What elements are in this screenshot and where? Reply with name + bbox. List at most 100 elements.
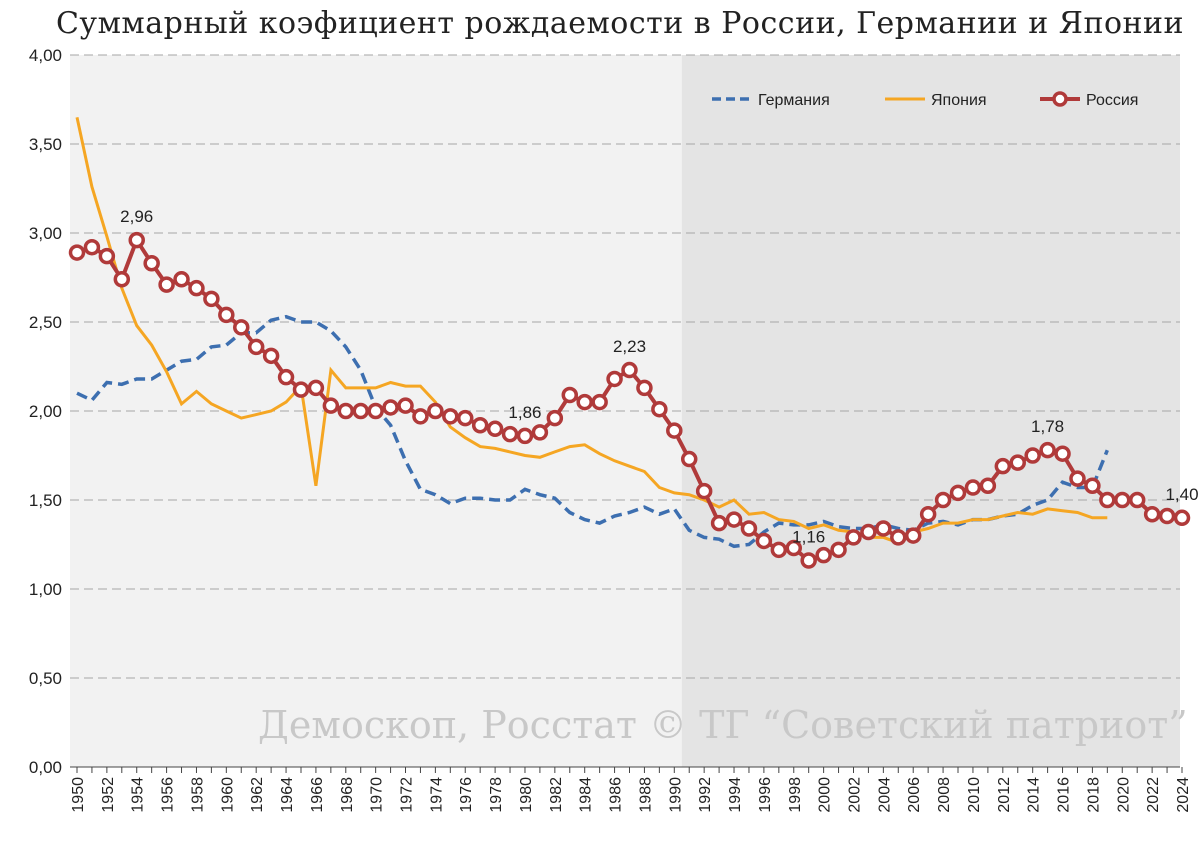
- point-Россия: [606, 370, 623, 388]
- point-Россия: [576, 393, 593, 411]
- point-Россия: [1128, 491, 1146, 509]
- point-Россия: [367, 402, 384, 420]
- y-tick-label: 3,50: [29, 135, 62, 154]
- point-Россия: [919, 505, 937, 523]
- point-Россия: [979, 477, 997, 495]
- point-Россия: [382, 399, 399, 416]
- x-tick-label: 1992: [697, 777, 714, 813]
- point-Россия: [725, 511, 743, 528]
- x-tick-label: 1982: [548, 777, 565, 813]
- x-tick-label: 2022: [1145, 777, 1162, 813]
- y-tick-label: 4,00: [29, 46, 62, 65]
- y-tick-label: 1,50: [29, 491, 62, 510]
- point-Россия: [83, 238, 101, 256]
- point-Россия: [442, 408, 459, 425]
- point-Россия: [680, 450, 698, 468]
- y-tick-label: 0,50: [29, 669, 62, 688]
- watermark: Демоскоп, Росстат © ТГ “Советский патрио…: [258, 703, 1188, 747]
- point-Россия: [1069, 470, 1086, 487]
- point-Россия: [531, 424, 549, 441]
- point-Россия: [307, 379, 325, 397]
- point-Россия: [277, 368, 295, 386]
- point-Россия: [890, 529, 907, 546]
- x-tick-label: 1978: [488, 777, 505, 813]
- x-tick-label: 2012: [996, 777, 1013, 813]
- point-Россия: [158, 276, 175, 293]
- point-Россия: [203, 290, 220, 308]
- point-Россия: [486, 420, 504, 438]
- point-Россия: [994, 457, 1012, 475]
- point-Россия: [561, 386, 579, 404]
- x-tick-label: 2024: [1175, 777, 1192, 813]
- point-Россия: [1173, 509, 1191, 527]
- y-tick-label: 0,00: [29, 758, 62, 777]
- x-tick-label: 1988: [637, 777, 654, 813]
- point-Россия: [1054, 445, 1071, 462]
- point-Россия: [128, 231, 145, 249]
- point-Россия: [292, 381, 310, 398]
- point-Россия: [934, 491, 952, 509]
- legend-marker-Россия: [1052, 91, 1068, 107]
- x-tick-label: 1958: [189, 777, 206, 813]
- point-Россия: [591, 393, 608, 411]
- y-tick-label: 2,50: [29, 313, 62, 332]
- series-layer: [68, 116, 1191, 569]
- x-tick-label: 1994: [727, 777, 744, 813]
- x-tick-label: 1980: [518, 777, 535, 813]
- x-tick-label: 1986: [608, 777, 625, 813]
- data-label: 2,23: [613, 337, 646, 356]
- grid-lines: [70, 54, 1180, 679]
- point-Россия: [1009, 454, 1026, 471]
- data-label: 1,78: [1031, 417, 1064, 436]
- point-Россия: [875, 520, 892, 537]
- y-tick-label: 1,00: [29, 580, 62, 599]
- point-Россия: [1024, 447, 1041, 464]
- data-label: 2,96: [120, 207, 153, 226]
- x-tick-label: 1974: [428, 777, 445, 813]
- x-tick-label: 1990: [667, 777, 684, 813]
- point-Россия: [233, 319, 250, 336]
- point-Россия: [845, 529, 862, 546]
- point-Россия: [1158, 507, 1176, 525]
- x-tick-label: 1964: [279, 777, 296, 813]
- point-Россия: [815, 546, 832, 564]
- point-Россия: [621, 361, 638, 379]
- point-Россия: [397, 397, 414, 414]
- axes: 0,00 0,50 1,00 1,50 2,00 2,50 3,00 3,50 4,00 1950…: [29, 46, 1192, 813]
- watermark-layer: Демоскоп, Росстат © ТГ “Советский патрио…: [258, 703, 1188, 747]
- point-Россия: [471, 416, 489, 434]
- point-Россия: [964, 479, 982, 496]
- point-Россия: [770, 541, 788, 559]
- x-tick-label: 1972: [399, 777, 416, 813]
- x-tick-label: 1962: [249, 777, 266, 813]
- point-Россия: [740, 520, 758, 537]
- legend-label: Германия: [758, 92, 830, 109]
- point-Россия: [651, 400, 668, 418]
- point-Россия: [1114, 491, 1131, 509]
- legend-label: Япония: [931, 92, 987, 109]
- point-Россия: [1039, 441, 1056, 459]
- x-tick-label: 1976: [458, 777, 475, 813]
- point-Россия: [1084, 477, 1101, 495]
- y-tick-label: 2,00: [29, 402, 62, 421]
- point-Россия: [785, 539, 803, 557]
- point-Россия: [113, 271, 131, 288]
- x-tick-label: 2002: [846, 777, 863, 813]
- point-Россия: [352, 402, 369, 420]
- point-Россия: [427, 402, 444, 420]
- x-tick-label: 1956: [160, 777, 177, 813]
- point-Россия: [218, 306, 235, 324]
- point-Россия: [456, 409, 474, 427]
- point-Россия: [949, 484, 967, 502]
- point-Россия: [412, 408, 429, 425]
- point-Россия: [262, 347, 280, 365]
- x-tick-label: 2018: [1085, 777, 1102, 813]
- point-Россия: [68, 244, 86, 261]
- point-Россия: [860, 523, 877, 541]
- point-Россия: [501, 425, 519, 443]
- x-tick-label: 1996: [757, 777, 774, 813]
- x-tick-label: 1998: [787, 777, 804, 813]
- x-tick-label: 1968: [339, 777, 356, 813]
- x-tick-label: 2006: [906, 777, 923, 813]
